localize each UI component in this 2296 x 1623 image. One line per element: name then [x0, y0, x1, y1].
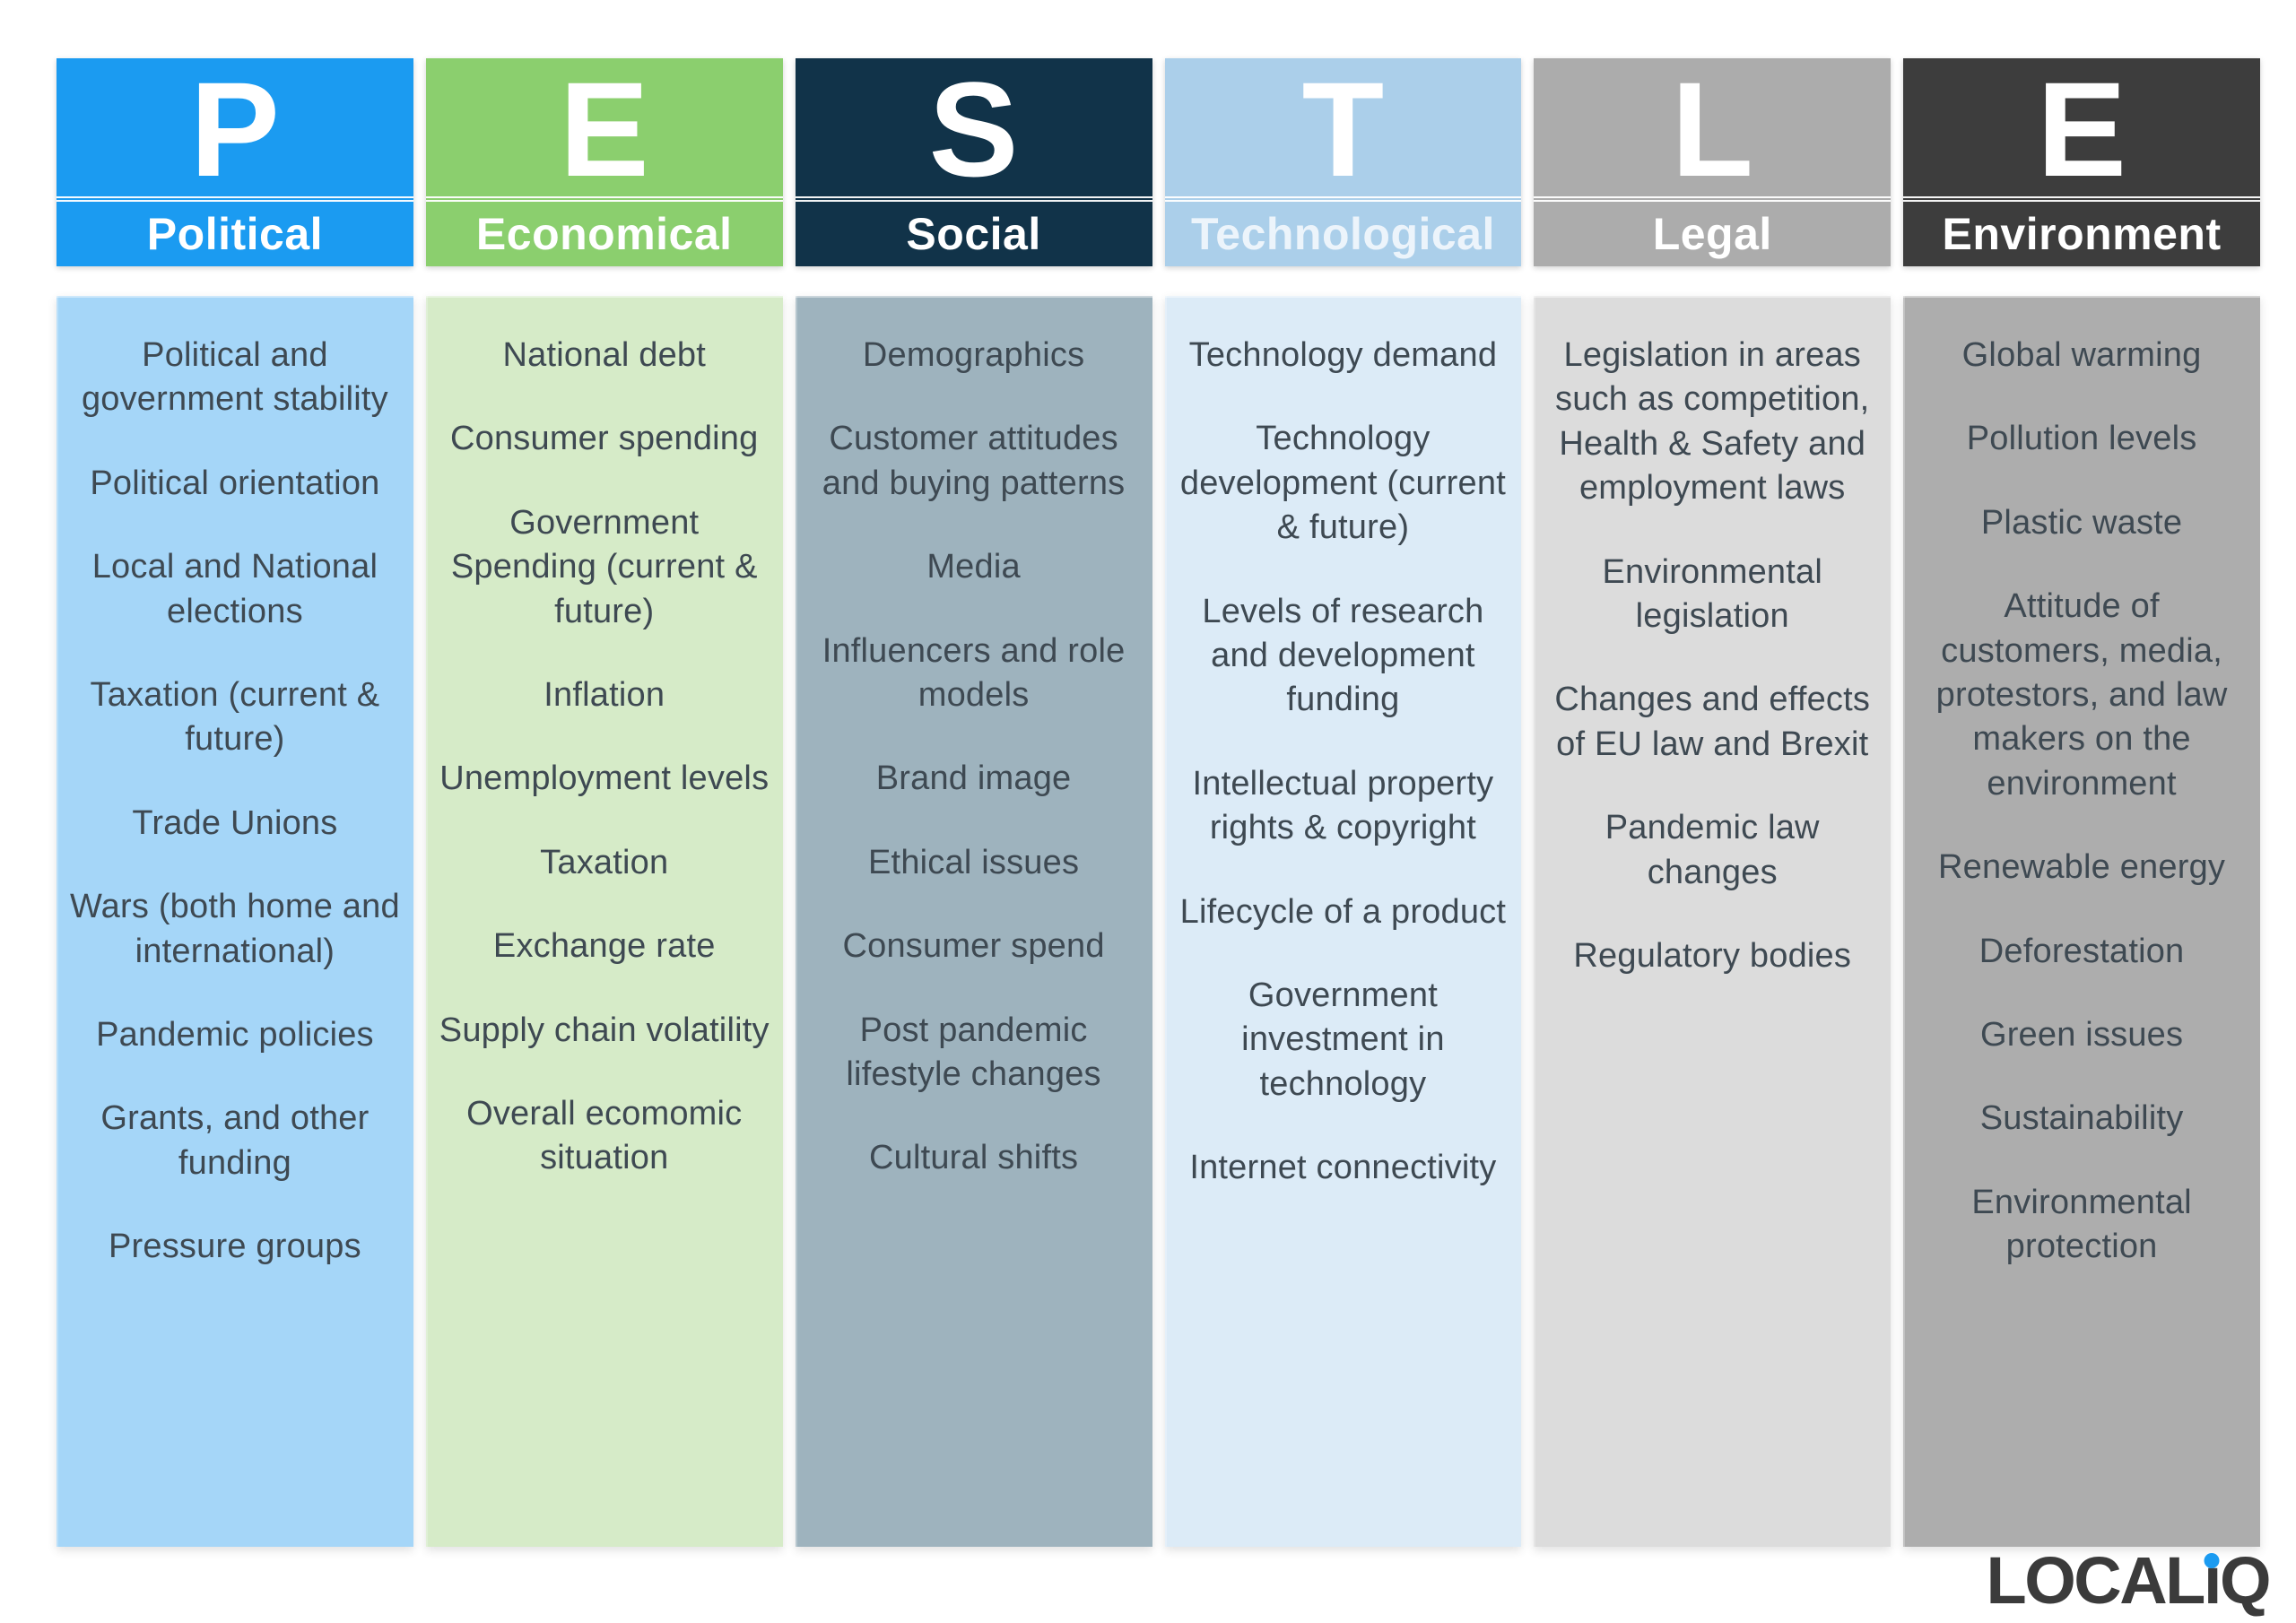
column-letter: T	[1301, 54, 1385, 204]
factor-item: Government Spending (current & future)	[450, 503, 758, 630]
factor-item: Pressure groups	[109, 1228, 361, 1266]
logo-i-dot	[2204, 1553, 2220, 1568]
factor-item: Pandemic policies	[96, 1015, 374, 1054]
column-title: Political	[146, 209, 324, 259]
column-letter: L	[1671, 54, 1754, 204]
logo-letter-i: ı	[2204, 1548, 2222, 1614]
pestle-column: E Economical National debt Consumer spend…	[425, 54, 783, 1547]
factor-item: Attitude of customers, media, protestors…	[1935, 587, 2228, 803]
factor-item: Pollution levels	[1966, 420, 2197, 458]
factor-item: Government investment in technology	[1241, 976, 1445, 1103]
factor-item: Local and National elections	[91, 548, 378, 630]
factor-item: Cultural shifts	[868, 1139, 1079, 1177]
factor-item: Levels of research and development fundi…	[1202, 592, 1484, 719]
factor-item: Sustainability	[1979, 1099, 2184, 1138]
header-divider	[425, 196, 783, 202]
column-header: T Technological	[1164, 54, 1522, 266]
pestle-board: P Political Political and government sta…	[57, 58, 2260, 1547]
factors-panel: Global warming Pollution levels Plastic wa…	[1903, 296, 2260, 1547]
factor-item: Unemployment levels	[439, 759, 770, 798]
column-letter: E	[559, 54, 649, 204]
factors-panel: Legislation in areas such as competition…	[1534, 296, 1892, 1547]
factors-panel: Demographics Customer attitudes and buyin…	[795, 296, 1152, 1547]
factor-item: Trade Unions	[132, 803, 338, 842]
column-title: Environment	[1942, 209, 2222, 259]
factor-item: Pandemic law changes	[1605, 809, 1820, 891]
pestle-column: S Social Demographics Customer attitudes …	[795, 54, 1152, 1547]
factor-item: National debt	[502, 336, 707, 374]
factor-item: Wars (both home and international)	[70, 888, 400, 970]
factor-item: Regulatory bodies	[1573, 936, 1852, 975]
column-header: P Political	[57, 58, 413, 266]
factor-item: Exchange rate	[492, 927, 716, 966]
factor-item: Post pandemic lifestyle changes	[846, 1011, 1101, 1093]
factors-panel: Technology demand Technology development …	[1164, 296, 1522, 1547]
factor-item: Taxation	[540, 843, 669, 881]
factor-item: Environmental protection	[1971, 1183, 2192, 1266]
factor-item: Political and government stability	[81, 336, 388, 419]
column-header: L Legal	[1534, 54, 1892, 266]
column-title: Social	[906, 209, 1041, 259]
factor-item: Deforestation	[1979, 932, 2185, 970]
pestle-column: T Technological Technology demand Technol…	[1164, 54, 1522, 1547]
column-header: E Economical	[425, 54, 783, 266]
pestle-column: P Political Political and government sta…	[57, 58, 413, 1547]
factor-item: Political orientation	[90, 464, 380, 502]
header-divider	[1534, 196, 1892, 202]
header-divider	[1903, 196, 2260, 202]
factors-panel: National debt Consumer spending Government…	[425, 296, 783, 1547]
column-title: Technological	[1190, 209, 1495, 259]
factor-item: Technology development (current & future…	[1179, 420, 1506, 547]
header-divider	[795, 196, 1152, 202]
column-header: S Social	[795, 54, 1152, 266]
factor-item: Consumer spend	[842, 927, 1105, 966]
factor-item: Legislation in areas such as competition…	[1555, 336, 1870, 508]
factor-item: Inflation	[544, 675, 665, 714]
factor-item: Changes and effects of EU law and Brexit	[1554, 681, 1871, 763]
factor-item: Global warming	[1961, 336, 2202, 374]
column-letter: P	[189, 54, 280, 204]
pestle-column: L Legal Legislation in areas such as com…	[1534, 54, 1892, 1547]
factor-item: Media	[926, 548, 1021, 586]
logo-text-local: LOCAL	[1986, 1543, 2206, 1618]
factor-item: Lifecycle of a product	[1179, 892, 1507, 931]
factor-item: Taxation (current & future)	[90, 675, 380, 759]
factor-item: Overall ecomomic situation	[466, 1094, 743, 1177]
factors-panel: Political and government stability Politi…	[57, 296, 413, 1547]
factor-item: Brand image	[875, 759, 1072, 798]
factor-item: Demographics	[862, 336, 1085, 374]
factor-item: Supply chain volatility	[439, 1011, 770, 1049]
factor-item: Plastic waste	[1980, 503, 2183, 542]
factor-item: Intellectual property rights & copyright	[1192, 764, 1494, 847]
factor-item: Grants, and other funding	[100, 1099, 370, 1182]
column-title: Legal	[1652, 209, 1772, 259]
factor-item: Green issues	[1979, 1015, 2184, 1054]
pestle-column: E Environment Global warming Pollution le…	[1903, 58, 2260, 1547]
column-letter: S	[928, 54, 1019, 204]
column-title: Economical	[475, 209, 733, 259]
factor-item: Technology demand	[1188, 336, 1498, 374]
column-header: E Environment	[1903, 58, 2260, 266]
logo-text-q: Q	[2219, 1543, 2272, 1618]
factor-item: Ethical issues	[868, 843, 1080, 881]
factor-item: Consumer spending	[449, 420, 759, 458]
column-letter: E	[2037, 54, 2127, 204]
localiq-logo: LOCALı Q	[1987, 1548, 2272, 1614]
header-divider	[57, 196, 413, 202]
factor-item: Internet connectivity	[1189, 1149, 1497, 1187]
factor-item: Environmental legislation	[1602, 552, 1822, 635]
factor-item: Renewable energy	[1938, 848, 2226, 887]
factor-item: Influencers and role models	[822, 631, 1126, 714]
header-divider	[1164, 196, 1522, 202]
factor-item: Customer attitudes and buying patterns	[822, 420, 1126, 502]
